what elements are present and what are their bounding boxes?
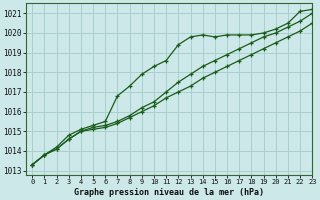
X-axis label: Graphe pression niveau de la mer (hPa): Graphe pression niveau de la mer (hPa) (74, 188, 264, 197)
